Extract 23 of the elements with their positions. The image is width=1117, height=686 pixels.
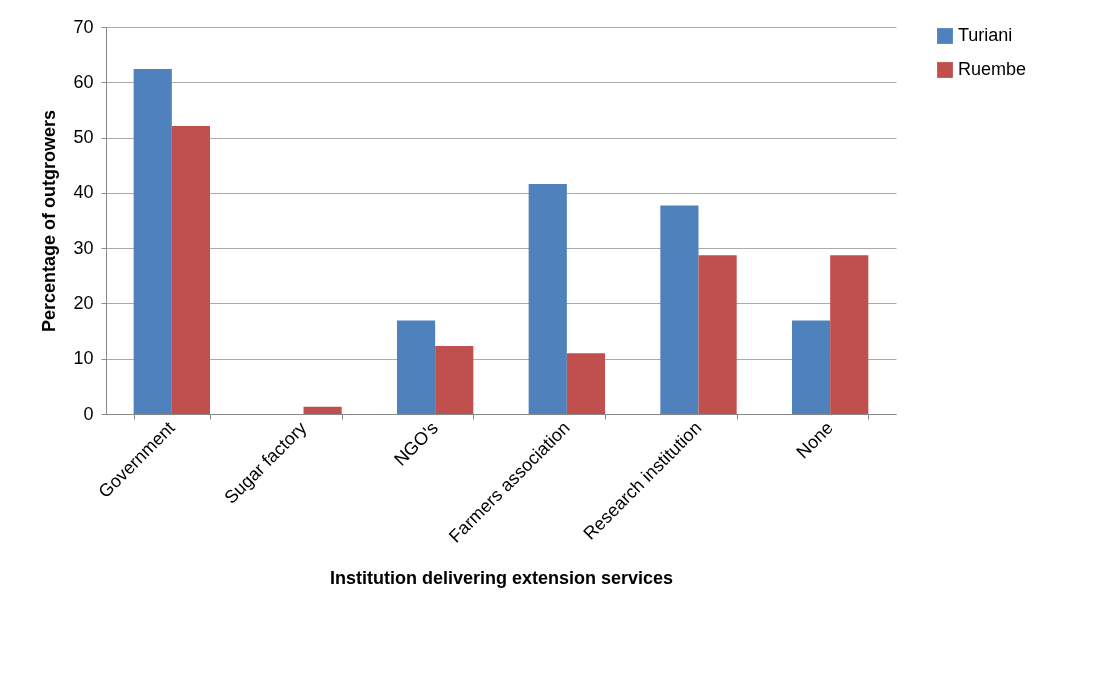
y-tick-label: 70: [73, 16, 94, 37]
bar: [396, 320, 436, 414]
bar: [435, 346, 474, 414]
x-axis-title: Institution delivering extension services: [329, 568, 674, 589]
y-tick-label: 10: [73, 348, 94, 369]
bar: [660, 205, 699, 414]
bar: [791, 320, 831, 414]
bar: [830, 255, 869, 414]
y-tick-label: 20: [73, 292, 94, 313]
bar: [133, 69, 172, 414]
bar: [303, 406, 342, 414]
bar: [528, 184, 567, 414]
bar: [171, 125, 211, 414]
y-axis-title: Percentage of outgrowers: [39, 109, 60, 333]
y-tick-label: 40: [73, 182, 94, 203]
bar: [698, 255, 737, 414]
legend-label: Ruembe: [958, 59, 1027, 79]
y-tick-label: 60: [73, 71, 94, 92]
legend-label: Turiani: [958, 25, 1013, 45]
y-tick-label: 0: [83, 403, 94, 424]
bar: [566, 353, 606, 414]
y-tick-label: 30: [73, 237, 94, 258]
y-tick-label: 50: [73, 127, 94, 148]
